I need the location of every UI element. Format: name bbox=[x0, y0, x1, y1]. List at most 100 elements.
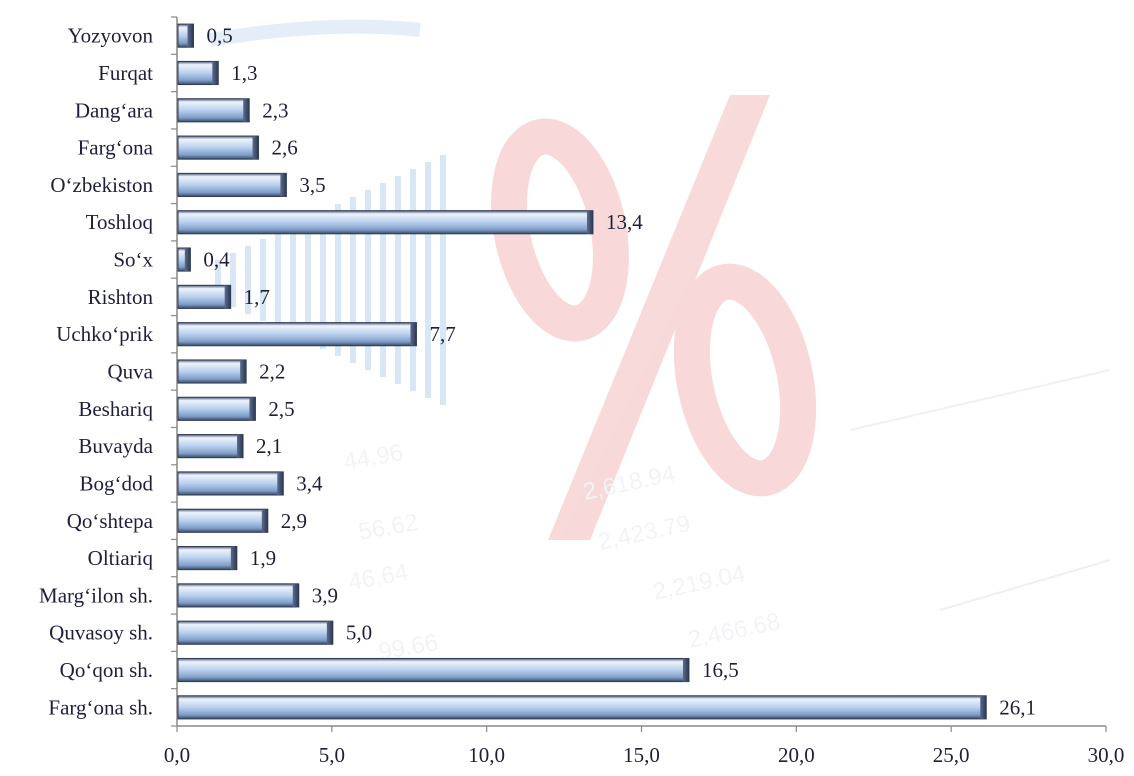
data-label: 1,7 bbox=[244, 285, 270, 309]
background-stripe bbox=[380, 183, 386, 377]
bar-end-cap bbox=[277, 471, 284, 496]
data-label: 3,9 bbox=[312, 583, 338, 607]
percent-watermark bbox=[491, 95, 817, 540]
bar bbox=[177, 23, 194, 48]
bar bbox=[177, 135, 260, 160]
bar-end-cap bbox=[212, 61, 219, 85]
bar bbox=[177, 434, 244, 459]
data-label: 1,3 bbox=[231, 61, 257, 85]
background-stripe bbox=[260, 239, 266, 321]
bar-body bbox=[177, 471, 284, 496]
background-stripe bbox=[365, 190, 371, 370]
background-decoration: 2,618.942,423.792,219.042,466.6856.6246.… bbox=[208, 19, 1111, 666]
category-label: Buvayda bbox=[78, 434, 153, 458]
x-tick-label: 0,0 bbox=[164, 743, 190, 767]
background-stripe bbox=[245, 246, 251, 314]
bar-end-cap bbox=[261, 509, 268, 533]
x-tick-label: 25,0 bbox=[933, 743, 970, 767]
bar bbox=[177, 210, 594, 235]
bar-end-cap bbox=[249, 397, 256, 421]
data-label: 16,5 bbox=[702, 658, 739, 682]
bar-body bbox=[177, 135, 260, 160]
background-stripe bbox=[425, 162, 431, 398]
data-label: 3,4 bbox=[296, 471, 323, 495]
bar-end-cap bbox=[980, 695, 987, 719]
category-label: Qo‘shtepa bbox=[67, 509, 154, 533]
bar-body bbox=[177, 98, 250, 123]
data-label: 2,6 bbox=[272, 136, 298, 160]
x-tick-label: 10,0 bbox=[468, 743, 505, 767]
bar bbox=[177, 695, 987, 720]
bar-end-cap bbox=[410, 322, 417, 346]
bar-body bbox=[177, 210, 594, 235]
data-label: 26,1 bbox=[999, 695, 1036, 719]
background-number: 2,466.68 bbox=[686, 608, 783, 654]
x-axis-ticks: 0,0 5,0 10,0 15,0 20,0 25,0 30,0 bbox=[164, 726, 1125, 767]
x-tick-label: 15,0 bbox=[623, 743, 660, 767]
background-stripe bbox=[335, 204, 341, 356]
background-number: 44.96 bbox=[341, 439, 405, 476]
category-label: Farg‘ona bbox=[78, 136, 154, 160]
value-labels: 0,5 1,32,3 2,63,5 13,4 0,4 1,7 7,7 2,2 2,5 2,1 3,4… bbox=[203, 24, 1036, 720]
category-label: Farg‘ona sh. bbox=[48, 695, 153, 719]
bar bbox=[177, 657, 690, 683]
background-stripe bbox=[215, 260, 221, 300]
background-number: 2,423.79 bbox=[596, 510, 693, 556]
category-label: Qo‘qon sh. bbox=[60, 658, 153, 682]
bar-body bbox=[177, 695, 987, 720]
bar-end-cap bbox=[187, 24, 194, 48]
bars bbox=[177, 23, 987, 720]
bar-end-cap bbox=[184, 247, 191, 272]
x-tick-label: 30,0 bbox=[1088, 743, 1125, 767]
y-axis-ticks bbox=[171, 16, 177, 727]
category-label: Toshloq bbox=[86, 210, 154, 234]
bar-end-cap bbox=[240, 359, 247, 384]
data-label: 2,3 bbox=[262, 98, 288, 122]
background-number: 46.64 bbox=[346, 559, 410, 596]
bar-end-cap bbox=[586, 210, 593, 234]
data-label: 0,5 bbox=[206, 24, 232, 48]
bar-body bbox=[177, 284, 232, 309]
background-stripe bbox=[440, 155, 446, 405]
background-stripe bbox=[320, 211, 326, 349]
bar-body bbox=[177, 396, 256, 421]
bar bbox=[177, 284, 232, 309]
category-label: Uchko‘prik bbox=[56, 322, 153, 346]
bar-body bbox=[177, 583, 300, 608]
bar-end-cap bbox=[224, 285, 231, 309]
data-label: 2,5 bbox=[268, 397, 294, 421]
background-stripe bbox=[350, 197, 356, 363]
bar bbox=[177, 322, 417, 347]
data-label: 3,5 bbox=[299, 173, 325, 197]
bar bbox=[177, 247, 191, 272]
category-label: Yozyovon bbox=[68, 24, 154, 48]
bar-body bbox=[177, 657, 690, 683]
category-label: Bog‘dod bbox=[80, 471, 154, 495]
background-arc bbox=[208, 19, 421, 47]
bar-body bbox=[177, 620, 334, 645]
category-label: Dang‘ara bbox=[75, 98, 154, 122]
bar-end-cap bbox=[243, 98, 250, 122]
category-label: Marg‘ilon sh. bbox=[39, 583, 153, 607]
bar-body bbox=[177, 60, 219, 86]
background-stripe bbox=[275, 232, 281, 328]
x-tick-label: 20,0 bbox=[778, 743, 815, 767]
bar bbox=[177, 359, 247, 384]
category-labels: Yozyovon Furqat Dang‘ara Farg‘ona O‘zbekisto… bbox=[39, 24, 154, 720]
bar-end-cap bbox=[326, 621, 333, 645]
background-number: 56.62 bbox=[356, 509, 420, 546]
bar-body bbox=[177, 434, 244, 459]
background-stripe bbox=[230, 253, 236, 307]
category-label: Furqat bbox=[98, 61, 153, 85]
data-label: 2,1 bbox=[256, 434, 282, 458]
background-stripe bbox=[410, 169, 416, 391]
bar-end-cap bbox=[230, 546, 237, 570]
bar bbox=[177, 620, 334, 645]
bar-end-cap bbox=[237, 434, 244, 458]
bar-body bbox=[177, 322, 417, 347]
category-label: Beshariq bbox=[78, 397, 153, 421]
bar bbox=[177, 471, 284, 496]
bar bbox=[177, 396, 256, 421]
